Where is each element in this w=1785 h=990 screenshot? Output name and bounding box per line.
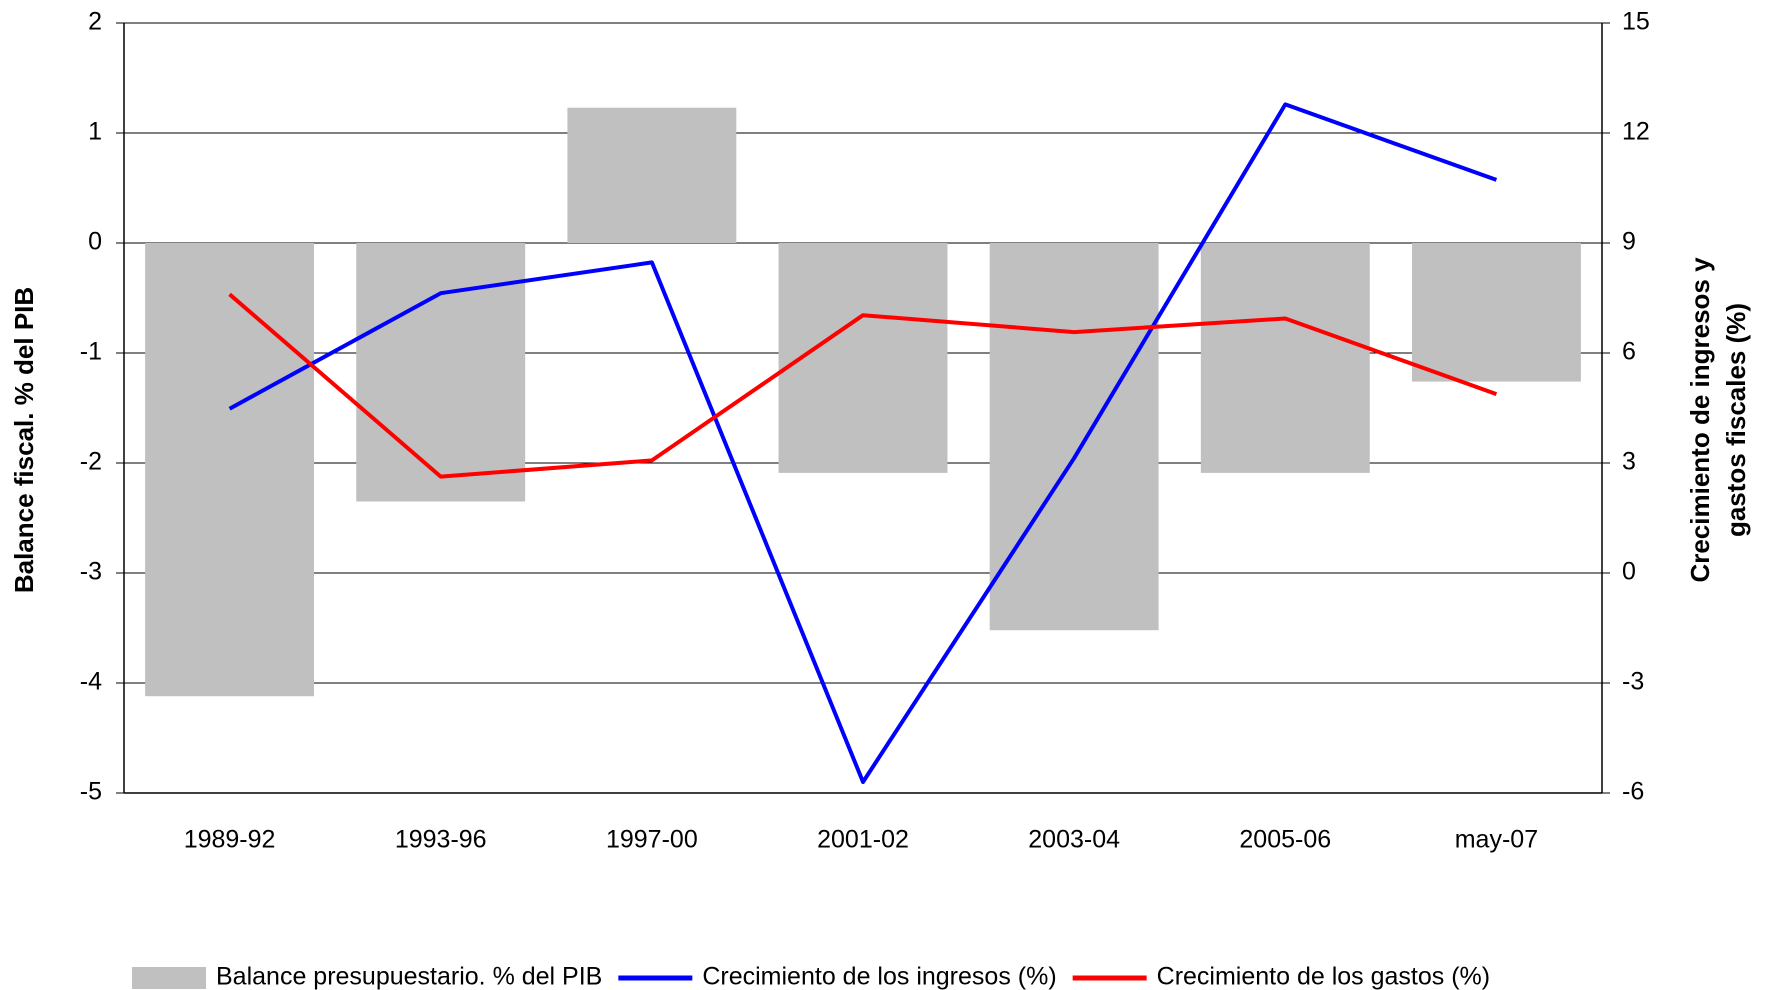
y2-tick-label: -6 <box>1622 778 1644 806</box>
y2-tick-label: 0 <box>1622 558 1636 586</box>
line-series <box>228 102 1498 784</box>
bar <box>1411 243 1581 382</box>
y-tick-label: 0 <box>88 228 102 256</box>
bar <box>989 243 1159 631</box>
y-axis-title: Balance fiscal. % del PIB <box>9 287 39 593</box>
x-tick-label: 1997-00 <box>606 826 698 854</box>
x-tick-label: 2003-04 <box>1028 826 1120 854</box>
y-tick-label: -5 <box>80 778 102 806</box>
y2-tick-label: 15 <box>1622 8 1650 36</box>
y2-tick-label: -3 <box>1622 668 1644 696</box>
y2-tick-label: 12 <box>1622 118 1650 146</box>
x-tick-label: 1989-92 <box>184 826 276 854</box>
y2-tick-label: 3 <box>1622 448 1636 476</box>
bar <box>778 243 948 473</box>
legend-label: Balance presupuestario. % del PIB <box>216 963 602 990</box>
y2-tick-label: 6 <box>1622 338 1636 366</box>
x-tick-label: 1993-96 <box>395 826 487 854</box>
x-tick-label: 2005-06 <box>1239 826 1331 854</box>
y2-axis-title-line: gastos fiscales (%) <box>1721 303 1751 537</box>
y-tick-label: 2 <box>88 8 102 36</box>
bar <box>1200 243 1370 473</box>
legend-label: Crecimiento de los ingresos (%) <box>702 963 1056 990</box>
legend-label: Crecimiento de los gastos (%) <box>1157 963 1490 990</box>
y-tick-label: -4 <box>80 668 102 696</box>
x-tick-label: 2001-02 <box>817 826 909 854</box>
y-tick-label: -2 <box>80 448 102 476</box>
y-tick-label: -1 <box>80 338 102 366</box>
line-series <box>228 292 1498 479</box>
bar <box>567 107 737 243</box>
y2-tick-label: 9 <box>1622 228 1636 256</box>
y2-axis-title: Crecimiento de ingresos y gastos fiscales… <box>1685 257 1751 583</box>
y-tick-label: -3 <box>80 558 102 586</box>
x-tick-label: may-07 <box>1455 826 1538 854</box>
bar <box>356 243 526 502</box>
y2-axis-title-line: Crecimiento de ingresos y <box>1685 257 1715 583</box>
bar <box>145 243 315 697</box>
legend-swatch <box>132 967 206 989</box>
y-tick-label: 1 <box>88 118 102 146</box>
